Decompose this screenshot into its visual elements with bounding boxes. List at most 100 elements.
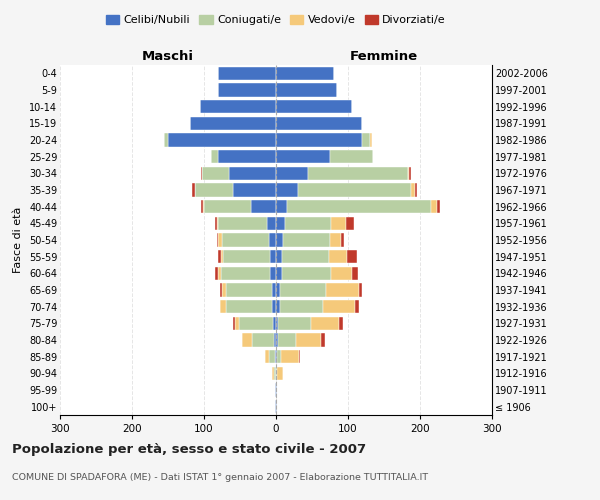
- Bar: [220, 284, 222, 296]
- Bar: [409, 166, 412, 180]
- Bar: [296, 334, 322, 346]
- Bar: [274, 334, 276, 346]
- Bar: [276, 334, 278, 346]
- Bar: [251, 200, 276, 213]
- Bar: [201, 200, 203, 213]
- Bar: [276, 84, 337, 96]
- Bar: [204, 200, 251, 213]
- Bar: [276, 300, 280, 314]
- Bar: [284, 216, 331, 230]
- Bar: [239, 316, 273, 330]
- Bar: [283, 234, 330, 246]
- Bar: [278, 316, 311, 330]
- Bar: [299, 350, 301, 364]
- Bar: [203, 200, 204, 213]
- Bar: [164, 134, 168, 146]
- Bar: [218, 216, 268, 230]
- Text: COMUNE DI SPADAFORA (ME) - Dati ISTAT 1° gennaio 2007 - Elaborazione TUTTITALIA.: COMUNE DI SPADAFORA (ME) - Dati ISTAT 1°…: [12, 472, 428, 482]
- Bar: [276, 184, 298, 196]
- Bar: [220, 300, 226, 314]
- Bar: [226, 300, 272, 314]
- Bar: [323, 300, 355, 314]
- Bar: [276, 234, 283, 246]
- Bar: [276, 66, 334, 80]
- Bar: [270, 250, 276, 264]
- Bar: [200, 100, 276, 114]
- Bar: [282, 266, 331, 280]
- Bar: [222, 284, 226, 296]
- Bar: [311, 316, 340, 330]
- Bar: [276, 384, 277, 396]
- Bar: [217, 216, 218, 230]
- Bar: [194, 184, 196, 196]
- Bar: [233, 184, 276, 196]
- Bar: [272, 366, 274, 380]
- Bar: [211, 150, 218, 164]
- Bar: [242, 334, 252, 346]
- Bar: [412, 184, 415, 196]
- Bar: [223, 250, 270, 264]
- Bar: [331, 216, 346, 230]
- Bar: [276, 266, 282, 280]
- Bar: [276, 250, 282, 264]
- Bar: [362, 134, 370, 146]
- Bar: [352, 266, 358, 280]
- Bar: [275, 350, 276, 364]
- Bar: [193, 184, 194, 196]
- Bar: [168, 134, 276, 146]
- Bar: [269, 234, 276, 246]
- Bar: [218, 84, 276, 96]
- Bar: [218, 266, 221, 280]
- Bar: [222, 234, 269, 246]
- Bar: [340, 316, 343, 330]
- Bar: [322, 334, 325, 346]
- Bar: [276, 150, 330, 164]
- Bar: [355, 300, 359, 314]
- Bar: [269, 350, 275, 364]
- Y-axis label: Fasce di età: Fasce di età: [13, 207, 23, 273]
- Bar: [277, 366, 283, 380]
- Bar: [278, 334, 296, 346]
- Bar: [272, 284, 276, 296]
- Bar: [276, 200, 287, 213]
- Bar: [190, 116, 276, 130]
- Bar: [218, 66, 276, 80]
- Bar: [276, 134, 362, 146]
- Text: Maschi: Maschi: [142, 50, 194, 64]
- Bar: [276, 216, 284, 230]
- Bar: [276, 350, 277, 364]
- Bar: [359, 284, 362, 296]
- Bar: [276, 116, 362, 130]
- Bar: [265, 350, 269, 364]
- Bar: [252, 334, 274, 346]
- Bar: [218, 250, 221, 264]
- Bar: [281, 350, 299, 364]
- Bar: [218, 150, 276, 164]
- Bar: [217, 234, 218, 246]
- Bar: [221, 250, 223, 264]
- Bar: [202, 166, 229, 180]
- Bar: [275, 400, 276, 413]
- Bar: [201, 166, 202, 180]
- Bar: [215, 216, 217, 230]
- Bar: [274, 366, 276, 380]
- Bar: [272, 300, 276, 314]
- Bar: [280, 284, 326, 296]
- Bar: [276, 400, 277, 413]
- Bar: [215, 266, 218, 280]
- Bar: [415, 184, 417, 196]
- Bar: [276, 316, 278, 330]
- Bar: [276, 166, 308, 180]
- Bar: [408, 166, 409, 180]
- Bar: [276, 100, 352, 114]
- Bar: [196, 184, 233, 196]
- Bar: [218, 234, 222, 246]
- Bar: [277, 350, 281, 364]
- Bar: [226, 284, 272, 296]
- Bar: [282, 250, 329, 264]
- Bar: [326, 284, 359, 296]
- Bar: [287, 200, 431, 213]
- Bar: [275, 384, 276, 396]
- Bar: [347, 250, 358, 264]
- Bar: [370, 134, 372, 146]
